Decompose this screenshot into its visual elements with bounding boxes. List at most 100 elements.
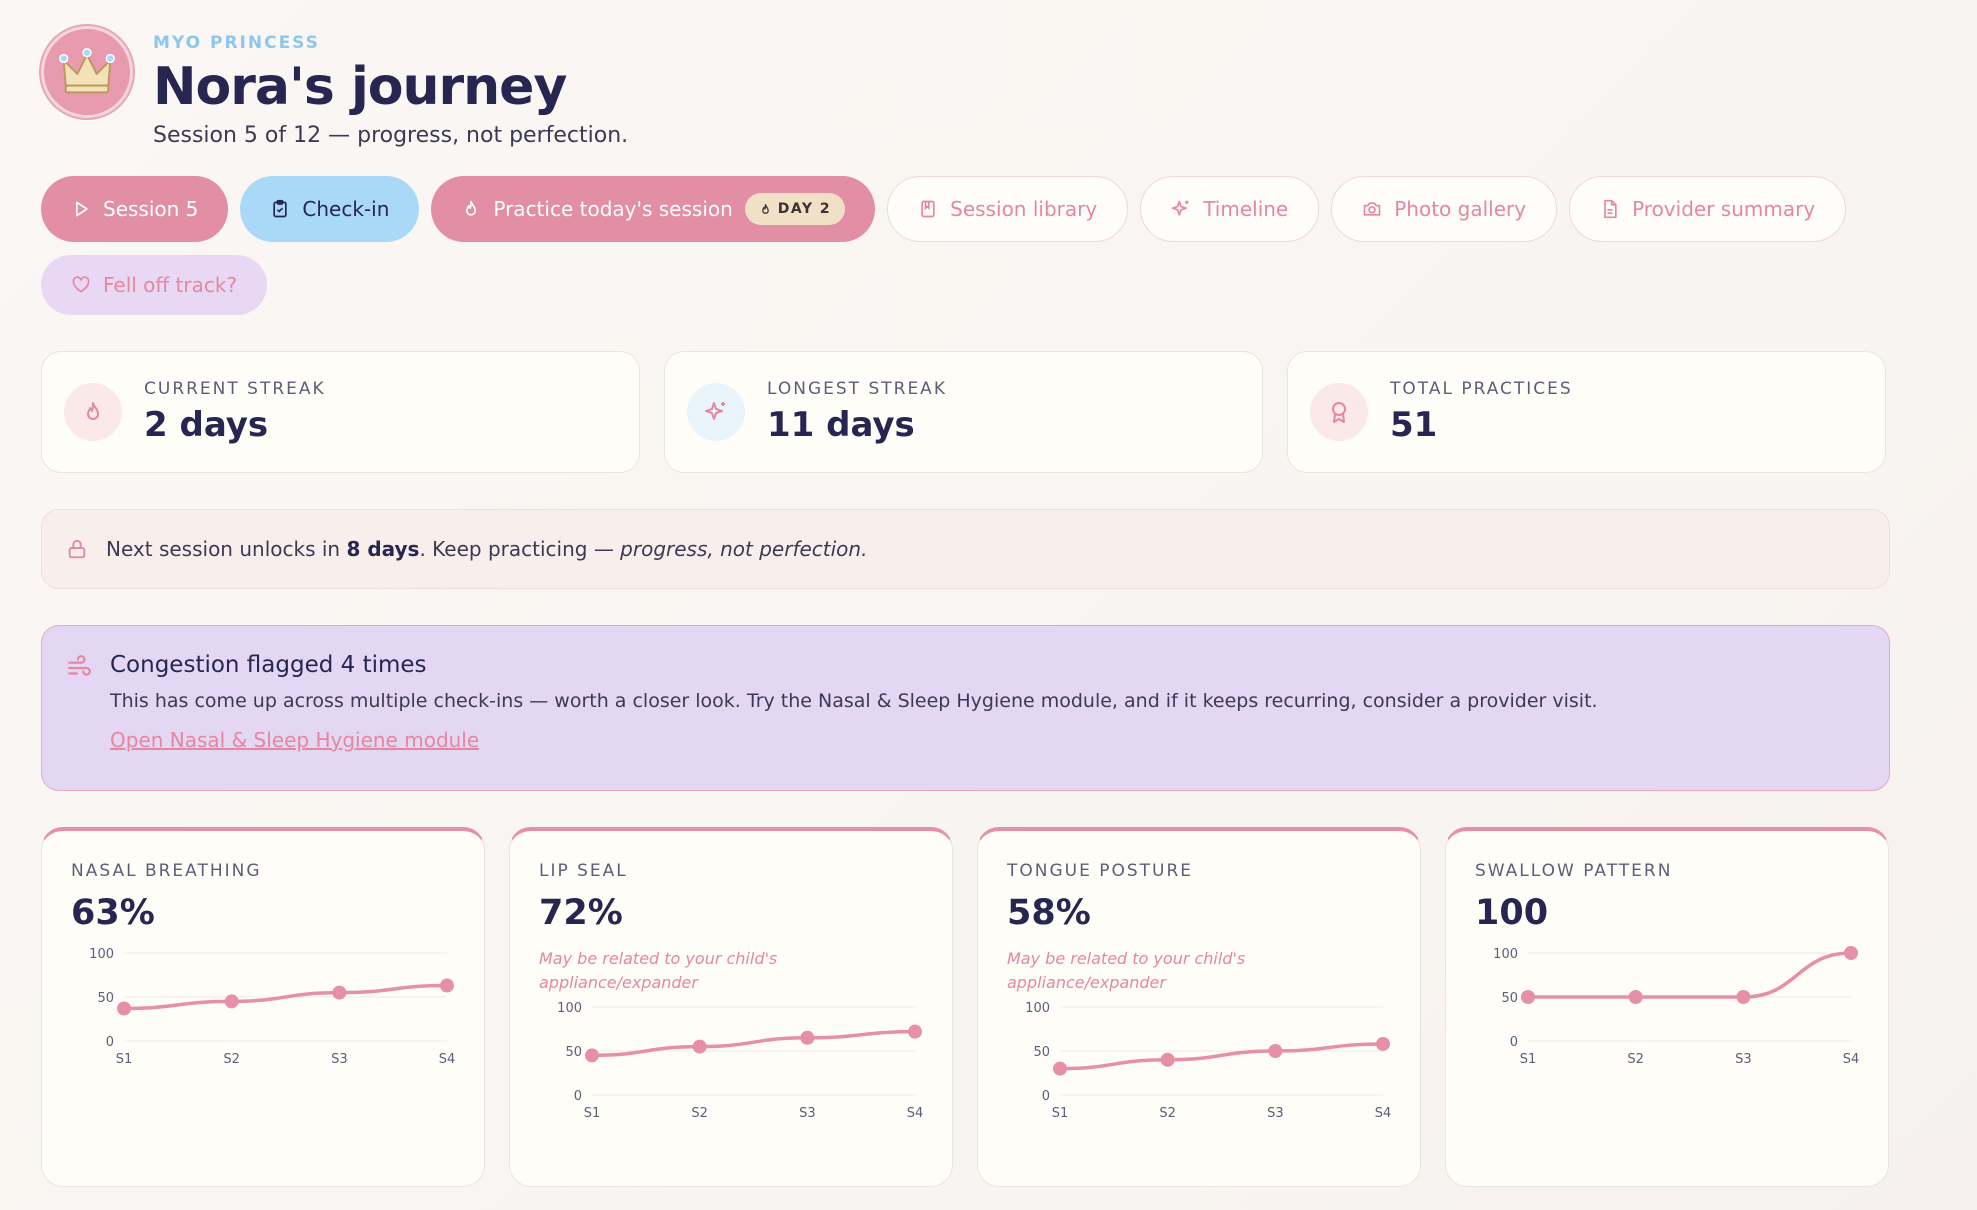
provider-summary-label: Provider summary [1632, 197, 1816, 221]
day-badge: DAY 2 [744, 193, 846, 225]
camera-icon [1363, 202, 1381, 216]
page-header: MYO PRINCESS Nora's journey Session 5 of… [41, 26, 1890, 148]
data-point [1521, 990, 1535, 1004]
alert-text: This has come up across multiple check-i… [110, 690, 1598, 712]
x-tick-label: S3 [1735, 1052, 1752, 1067]
data-point [332, 985, 347, 1000]
stat-value: 51 [1390, 405, 1438, 445]
data-point [224, 994, 239, 1009]
award-icon [1332, 402, 1346, 423]
metric-value: 72% [539, 893, 623, 933]
y-tick-label: 100 [1493, 947, 1518, 962]
clipboard-icon [273, 199, 288, 218]
flame-icon [761, 203, 769, 214]
metric-value: 58% [1007, 893, 1091, 933]
metric-chart: 0 50 100 S1 S2 S3 S4 [89, 947, 456, 1067]
x-tick-label: S2 [691, 1106, 708, 1121]
photo-gallery-button[interactable]: Photo gallery [1331, 176, 1558, 242]
app-eyebrow: MYO PRINCESS [153, 33, 320, 53]
x-tick-label: S3 [1267, 1106, 1284, 1121]
series-line [122, 983, 449, 1011]
metric-card-nasal-breathing: NASAL BREATHING 63% 0 50 100 S1 S2 S3 S4 [41, 827, 485, 1187]
unlock-banner: Next session unlocks in 8 days. Keep pra… [41, 509, 1890, 589]
x-tick-label: S1 [116, 1052, 133, 1067]
data-point [1628, 990, 1643, 1004]
sparkle-icon [1172, 200, 1189, 216]
data-point [1268, 1044, 1283, 1058]
y-tick-label: 50 [565, 1045, 582, 1060]
data-point [117, 1001, 131, 1016]
data-point [692, 1039, 707, 1054]
metrics-row: NASAL BREATHING 63% 0 50 100 S1 S2 S3 S4 LIP S… [41, 827, 1890, 1187]
sparkle-icon [705, 402, 725, 420]
stat-value: 11 days [767, 405, 915, 445]
fell-off-track-button[interactable]: Fell off track? [41, 255, 268, 315]
provider-summary-button[interactable]: Provider summary [1569, 176, 1847, 242]
unlock-text: Next session unlocks in 8 days. Keep pra… [106, 537, 867, 561]
y-tick-label: 0 [574, 1089, 582, 1104]
data-point [908, 1024, 922, 1039]
metric-chart: 0 50 100 S1 S2 S3 S4 [557, 1001, 924, 1121]
timeline-label: Timeline [1203, 197, 1289, 221]
x-tick-label: S4 [1843, 1052, 1860, 1067]
stat-label: CURRENT STREAK [144, 379, 326, 399]
stat-total-practices: TOTAL PRACTICES 51 [1287, 351, 1886, 473]
stat-label: LONGEST STREAK [767, 379, 947, 399]
y-tick-label: 50 [1033, 1045, 1050, 1060]
nasal-module-link[interactable]: Open Nasal & Sleep Hygiene module [110, 728, 480, 752]
stat-icon-wrap [64, 383, 122, 441]
metric-note: May be related to your child's appliance… [539, 949, 778, 992]
metric-chart: 0 50 100 S1 S2 S3 S4 [1493, 946, 1860, 1067]
series-line [1526, 951, 1853, 999]
metric-label: TONGUE POSTURE [1007, 861, 1194, 881]
x-tick-label: S3 [799, 1106, 816, 1121]
document-icon [1604, 199, 1617, 219]
metric-label: NASAL BREATHING [71, 861, 262, 881]
y-tick-label: 0 [1510, 1035, 1518, 1050]
heart-icon [72, 276, 90, 293]
y-tick-label: 50 [97, 991, 114, 1006]
dashboard: MYO PRINCESS Nora's journey Session 5 of… [41, 26, 1890, 1187]
stat-label: TOTAL PRACTICES [1390, 379, 1573, 399]
metric-label: SWALLOW PATTERN [1475, 861, 1673, 881]
checkin-button-label: Check-in [302, 197, 390, 221]
photo-gallery-label: Photo gallery [1394, 197, 1527, 221]
session-button[interactable]: Session 5 [41, 176, 229, 242]
data-point [585, 1048, 599, 1063]
y-tick-label: 100 [557, 1001, 582, 1016]
metric-note: May be related to your child's appliance… [1007, 949, 1246, 992]
metric-card-lip-seal: LIP SEAL 72% May be related to your chil… [509, 827, 953, 1187]
timeline-button[interactable]: Timeline [1140, 176, 1320, 242]
checkin-button[interactable]: Check-in [240, 176, 420, 242]
session-library-label: Session library [950, 197, 1098, 221]
y-tick-label: 50 [1501, 991, 1518, 1006]
lock-icon [68, 539, 86, 559]
page-subtitle: Session 5 of 12 — progress, not perfecti… [153, 123, 629, 148]
data-point [440, 978, 454, 993]
congestion-alert: Congestion flagged 4 times This has come… [41, 625, 1890, 791]
x-tick-label: S4 [439, 1052, 456, 1067]
x-tick-label: S4 [907, 1106, 924, 1121]
y-tick-label: 100 [1025, 1001, 1050, 1016]
session-library-button[interactable]: Session library [887, 176, 1129, 242]
data-point [1053, 1061, 1067, 1076]
data-point [1376, 1036, 1390, 1051]
unlock-middle: . Keep practicing — [419, 537, 621, 561]
metric-value: 63% [71, 893, 155, 933]
unlock-days: 8 days [346, 537, 420, 561]
page-title: Nora's journey [153, 57, 567, 117]
stat-longest-streak: LONGEST STREAK 11 days [664, 351, 1263, 473]
practice-button[interactable]: Practice today's session DAY 2 [431, 176, 876, 242]
wind-icon [68, 655, 91, 676]
stat-value: 2 days [144, 405, 269, 445]
play-icon [76, 201, 88, 217]
unlock-emphasis: progress, not perfection. [620, 537, 868, 561]
data-point [1160, 1052, 1175, 1067]
stat-current-streak: CURRENT STREAK 2 days [41, 351, 640, 473]
flame-icon [87, 402, 99, 420]
book-icon [921, 200, 935, 218]
metric-label: LIP SEAL [539, 861, 628, 881]
metric-chart: 0 50 100 S1 S2 S3 S4 [1025, 1001, 1391, 1121]
x-tick-label: S1 [1052, 1106, 1069, 1121]
practice-button-label: Practice today's session [493, 197, 733, 221]
